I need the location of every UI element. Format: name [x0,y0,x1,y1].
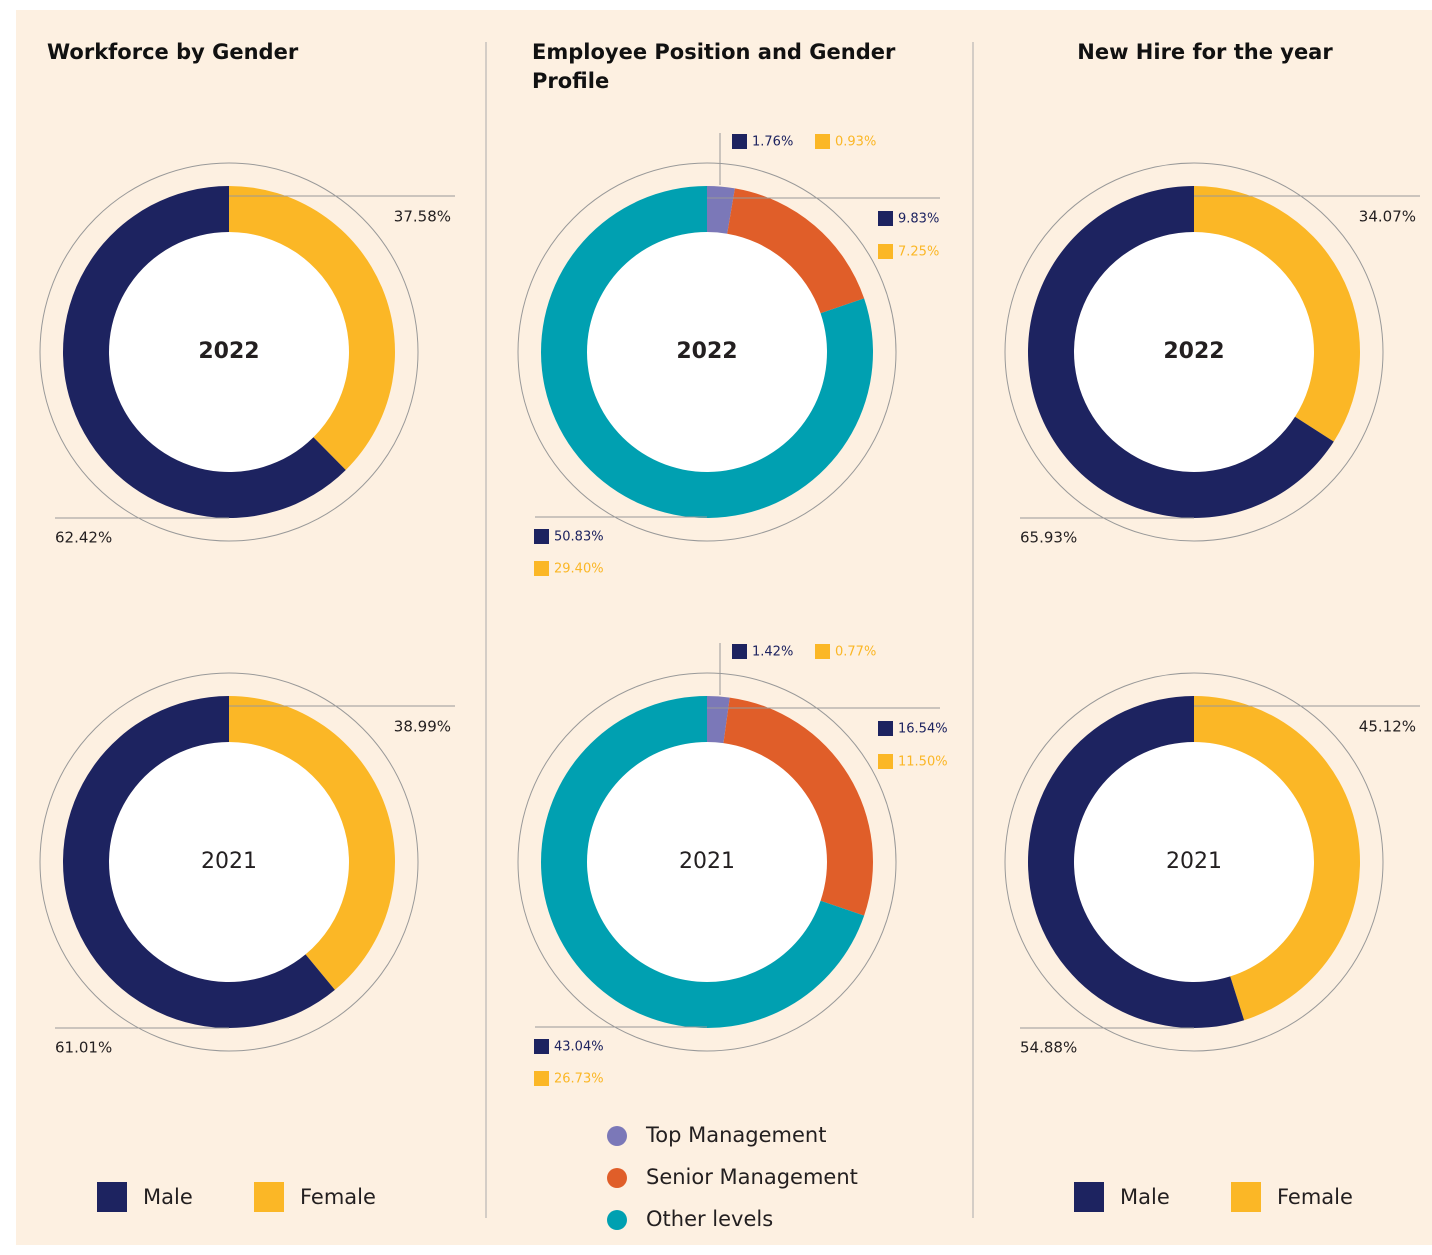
legend-label: Female [300,1185,376,1209]
inner-disc [587,232,827,472]
legend-swatch [732,644,747,659]
value-label: 50.83% [554,530,604,545]
value-label: 45.12% [1359,718,1416,736]
legend-dot [607,1210,627,1230]
legend-swatch [815,134,830,149]
panel-title: Employee Position and Gender Profile [532,40,896,93]
outer-ring [517,672,897,1052]
center-label: 2022 [1163,339,1224,364]
legend-swatch [1074,1182,1104,1212]
donut-segment [1028,186,1334,518]
legend-swatch [732,134,747,149]
legend-label: Other levels [646,1207,773,1231]
value-label: 34.07% [1359,208,1416,226]
legend-swatch [878,754,893,769]
value-label: 54.88% [1020,1039,1077,1057]
center-label: 2022 [676,339,737,364]
legend-swatch [534,529,549,544]
outer-ring [39,162,419,542]
legend-label: Male [1120,1185,1170,1209]
legend-swatch [878,211,893,226]
center-label: 2021 [201,849,257,874]
value-label: 1.76% [752,135,793,150]
value-label: 11.50% [898,755,948,770]
value-label: 9.83% [898,212,939,227]
value-label: 37.58% [394,208,451,226]
legend-swatch [254,1182,284,1212]
outer-ring [1004,672,1384,1052]
donut-segment [1194,696,1360,1021]
donut-segment [62,696,335,1028]
legend-swatch [878,721,893,736]
legend-swatch [878,244,893,259]
legend-label: Male [143,1185,193,1209]
center-label: 2022 [198,339,259,364]
legend-swatch [534,561,549,576]
inner-disc [587,742,827,982]
inner-disc [1074,742,1314,982]
legend-label: Senior Management [646,1165,858,1189]
legend-dot [607,1126,627,1146]
outer-ring [517,162,897,542]
donut-segment [229,696,395,990]
title-box: Workforce by Gender [47,40,299,64]
value-label: 7.25% [898,245,939,260]
value-label: 16.54% [898,722,948,737]
title-box: New Hire for the year [1077,40,1333,64]
legend-label: Female [1277,1185,1353,1209]
donut-segment [229,186,396,470]
panel-title: Workforce by Gender [47,40,299,64]
inner-disc [109,742,349,982]
legend-label: Top Management [645,1123,826,1147]
outer-ring [39,672,419,1052]
donut-segment [1194,186,1360,442]
value-label: 65.93% [1020,529,1077,547]
outer-ring [1004,162,1384,542]
value-label: 61.01% [55,1039,112,1057]
value-label: 38.99% [394,718,451,736]
value-label: 62.42% [55,529,112,547]
value-label: 43.04% [554,1040,604,1055]
legend-swatch [1231,1182,1261,1212]
donut-segment [723,697,873,916]
title-box: Employee Position and Gender Profile [532,40,896,93]
legend-swatch [534,1071,549,1086]
inner-disc [1074,232,1314,472]
value-label: 26.73% [554,1072,604,1087]
value-label: 29.40% [554,562,604,577]
donut-segment [727,188,865,314]
value-label: 1.42% [752,645,793,660]
inner-disc [109,232,349,472]
donut-segment [1027,696,1245,1028]
center-label: 2021 [679,849,735,874]
panel-title: New Hire for the year [1077,40,1333,64]
donut-segment [63,186,346,518]
legend-dot [607,1168,627,1188]
value-label: 0.77% [835,645,876,660]
legend-swatch [534,1039,549,1054]
legend-swatch [815,644,830,659]
legend-swatch [97,1182,127,1212]
center-label: 2021 [1166,849,1222,874]
value-label: 0.93% [835,135,876,150]
